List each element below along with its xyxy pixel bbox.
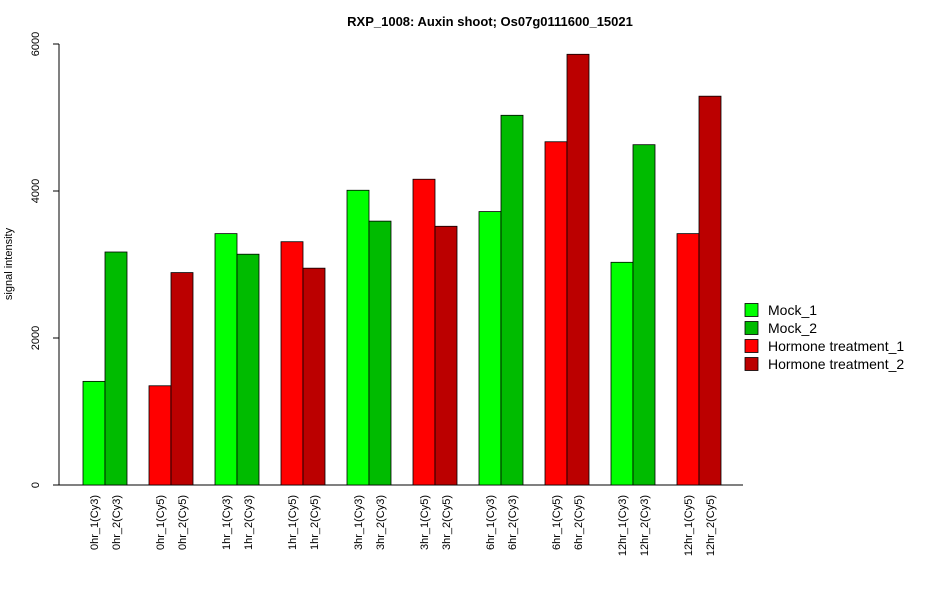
x-tick-label: 6hr_2(Cy3) [507,495,519,550]
x-tick-label: 12hr_2(Cy5) [705,495,717,556]
bars-group [82,53,722,486]
x-tick-label: 12hr_2(Cy3) [639,495,651,556]
legend-swatch [744,303,759,317]
bar [82,380,106,486]
bar [632,144,656,486]
bar [170,272,194,486]
y-tick-label: 0 [30,482,42,488]
bar [346,189,370,486]
x-tick-label: 6hr_1(Cy3) [485,495,497,550]
y-axis: 0 2000 4000 6000 [30,32,60,488]
bar [478,211,502,486]
y-axis-title: signal intensity [3,227,15,300]
legend-label: Mock_2 [768,320,817,336]
legend-swatch [744,357,759,371]
legend-label: Hormone treatment_2 [768,356,904,372]
bar [434,225,458,486]
y-tick-label: 2000 [30,326,42,350]
bar [566,53,590,486]
legend-label: Mock_1 [768,302,817,318]
x-tick-label: 6hr_1(Cy5) [551,495,563,550]
category-labels: 0hr_1(Cy3) 0hr_2(Cy3) 0hr_1(Cy5) 0hr_2(Cy5)… [89,495,717,556]
bar [698,95,722,486]
x-tick-label: 3hr_2(Cy5) [441,495,453,550]
x-tick-label: 3hr_1(Cy5) [419,495,431,550]
x-tick-label: 1hr_1(Cy5) [287,495,299,550]
y-tick-label: 4000 [30,179,42,203]
bar [676,233,700,486]
bar [412,178,436,486]
x-tick-label: 3hr_2(Cy3) [375,495,387,550]
bar [236,253,260,486]
x-tick-label: 1hr_2(Cy5) [309,495,321,550]
x-tick-label: 3hr_1(Cy3) [353,495,365,550]
x-tick-label: 12hr_1(Cy5) [683,495,695,556]
chart-title: RXP_1008: Auxin shoot; Os07g0111600_1502… [347,14,633,29]
x-tick-label: 0hr_2(Cy5) [177,495,189,550]
bar [148,385,172,486]
bar [104,251,128,486]
bar [280,241,304,486]
legend-swatch [744,321,759,335]
legend-label: Hormone treatment_1 [768,338,904,354]
legend: Mock_1 Mock_2 Hormone treatment_1 Hormone t… [744,302,904,372]
bar [500,114,524,486]
bar [544,141,568,486]
x-tick-label: 0hr_1(Cy5) [155,495,167,550]
x-tick-label: 0hr_2(Cy3) [111,495,123,550]
y-tick-label: 6000 [30,32,42,56]
x-tick-label: 12hr_1(Cy3) [617,495,629,556]
x-tick-label: 1hr_2(Cy3) [243,495,255,550]
x-tick-label: 0hr_1(Cy3) [89,495,101,550]
bar [302,267,326,486]
bar [610,261,634,486]
bar [214,233,238,486]
x-tick-label: 6hr_2(Cy5) [573,495,585,550]
x-tick-label: 1hr_1(Cy3) [221,495,233,550]
bar [368,220,392,486]
legend-swatch [744,339,759,353]
